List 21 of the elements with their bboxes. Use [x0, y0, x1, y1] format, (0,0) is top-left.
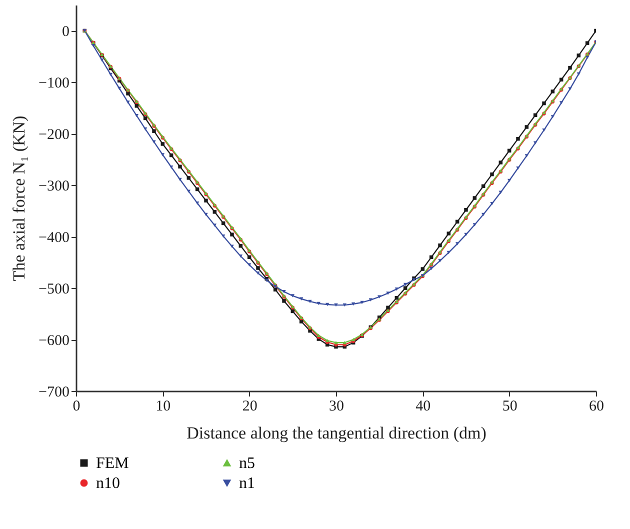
y-tick-label: −700: [38, 384, 70, 400]
legend-label: n5: [239, 455, 255, 472]
y-tick-label: −300: [38, 178, 70, 195]
legend-label: FEM: [96, 455, 129, 472]
x-tick-label: 50: [502, 398, 518, 414]
y-tick-label: −200: [38, 127, 70, 144]
y-tick-label: −500: [38, 282, 70, 298]
y-tick-label: 0: [62, 24, 70, 40]
x-axis-title: Distance along the tangential direction (dm): [186, 424, 486, 442]
x-tick-label: 60: [589, 398, 604, 414]
x-tick-label: 40: [416, 398, 431, 414]
x-tick-label: 0: [72, 398, 80, 414]
y-tick-label: −100: [38, 76, 70, 92]
y-tick-label: −400: [38, 230, 70, 246]
y-axis-title: The axial force N₁ (KN): [10, 116, 29, 282]
x-tick-label: 10: [156, 398, 171, 414]
x-tick-label: 20: [242, 398, 258, 414]
legend-label: n10: [96, 475, 120, 492]
y-tick-label: −600: [38, 333, 70, 350]
legend-label: n1: [239, 475, 255, 492]
x-tick-label: 30: [329, 398, 344, 414]
